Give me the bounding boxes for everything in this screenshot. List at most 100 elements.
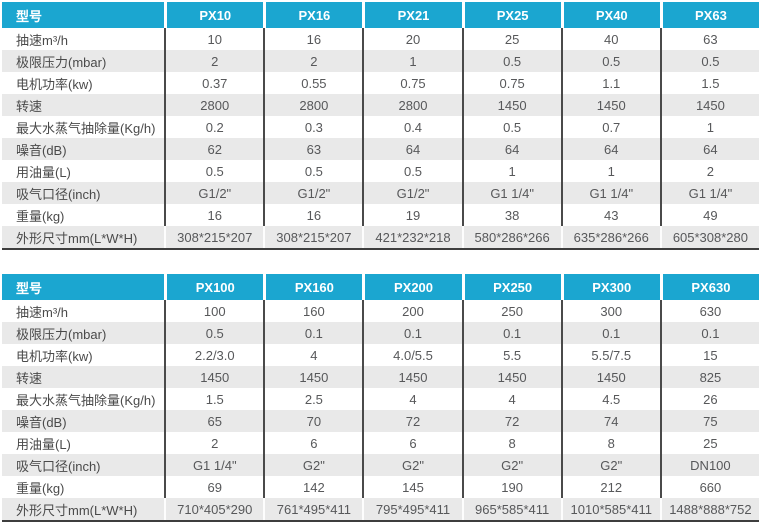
spec-value-cell: 142	[263, 476, 363, 498]
spec-label-cell: 最大水蒸气抽除量(Kg/h)	[2, 388, 165, 410]
spec-value-cell: 0.37	[164, 72, 264, 94]
spec-value-cell: 308*215*207	[164, 226, 264, 248]
model-header-cell: PX16	[263, 2, 363, 28]
table-row: 外形尺寸mm(L*W*H) 710*405*290 761*495*411 795*4…	[2, 498, 759, 520]
spec-label-cell: 重量(kg)	[2, 204, 165, 226]
spec-value-cell: G1/2"	[164, 182, 264, 204]
model-column-label: 型号	[2, 274, 165, 300]
spec-value-cell: 795*495*411	[362, 498, 462, 520]
spec-label-cell: 极限压力(mbar)	[2, 50, 165, 72]
spec-value-cell: 4.0/5.5	[362, 344, 462, 366]
spec-value-cell: 1	[659, 116, 759, 138]
spec-value-cell: 5.5	[461, 344, 561, 366]
spec-value-cell: 0.5	[560, 50, 660, 72]
table-row: 重量(kg) 16 16 19 38 43 49	[2, 204, 759, 226]
spec-value-cell: 75	[659, 410, 759, 432]
spec-value-cell: 8	[461, 432, 561, 454]
spec-value-cell: 1.5	[164, 388, 264, 410]
spec-value-cell: 4.5	[560, 388, 660, 410]
spec-value-cell: 1450	[659, 94, 759, 116]
table-row: 极限压力(mbar) 2 2 1 0.5 0.5 0.5	[2, 50, 759, 72]
spec-value-cell: DN100	[659, 454, 759, 476]
spec-value-cell: 0.1	[461, 322, 561, 344]
spec-value-cell: G2"	[461, 454, 561, 476]
spec-value-cell: 308*215*207	[263, 226, 363, 248]
spec-value-cell: G2"	[362, 454, 462, 476]
spec-value-cell: 0.5	[461, 50, 561, 72]
spec-value-cell: 16	[263, 204, 363, 226]
spec-value-cell: 69	[164, 476, 264, 498]
table-row: 吸气口径(inch) G1/2" G1/2" G1/2" G1 1/4" G1 1/4" G…	[2, 182, 759, 204]
spec-value-cell: 212	[560, 476, 660, 498]
spec-value-cell: 0.75	[362, 72, 462, 94]
spec-value-cell: 25	[461, 28, 561, 50]
table-row: 用油量(L) 0.5 0.5 0.5 1 1 2	[2, 160, 759, 182]
spec-label-cell: 极限压力(mbar)	[2, 322, 165, 344]
spec-value-cell: 2	[659, 160, 759, 182]
spec-label-cell: 用油量(L)	[2, 160, 165, 182]
spec-value-cell: 19	[362, 204, 462, 226]
spec-value-cell: G1 1/4"	[461, 182, 561, 204]
spec-value-cell: 72	[461, 410, 561, 432]
spec-value-cell: 2800	[263, 94, 363, 116]
spec-value-cell: 0.2	[164, 116, 264, 138]
spec-value-cell: 26	[659, 388, 759, 410]
spec-value-cell: 1.1	[560, 72, 660, 94]
spec-value-cell: 1450	[461, 94, 561, 116]
spec-value-cell: G1/2"	[362, 182, 462, 204]
table-row: 电机功率(kw) 0.37 0.55 0.75 0.75 1.1 1.5	[2, 72, 759, 94]
spec-value-cell: 2	[164, 50, 264, 72]
spec-value-cell: 630	[659, 300, 759, 322]
spec-label-cell: 吸气口径(inch)	[2, 182, 165, 204]
spec-value-cell: 6	[263, 432, 363, 454]
spec-value-cell: 1.5	[659, 72, 759, 94]
table-row: 转速 1450 1450 1450 1450 1450 825	[2, 366, 759, 388]
spec-value-cell: 160	[263, 300, 363, 322]
spec-value-cell: 0.1	[362, 322, 462, 344]
spec-value-cell: 74	[560, 410, 660, 432]
spec-value-cell: G1 1/4"	[560, 182, 660, 204]
model-column-label: 型号	[2, 2, 165, 28]
spec-value-cell: 1450	[164, 366, 264, 388]
spec-value-cell: 2800	[164, 94, 264, 116]
spec-value-cell: 63	[659, 28, 759, 50]
spec-value-cell: 20	[362, 28, 462, 50]
table-row: 极限压力(mbar) 0.5 0.1 0.1 0.1 0.1 0.1	[2, 322, 759, 344]
spec-value-cell: 0.3	[263, 116, 363, 138]
spec-value-cell: 62	[164, 138, 264, 160]
spec-value-cell: 0.75	[461, 72, 561, 94]
spec-value-cell: 1450	[560, 94, 660, 116]
spec-value-cell: 2	[164, 432, 264, 454]
spec-value-cell: 1010*585*411	[560, 498, 660, 520]
spec-label-cell: 吸气口径(inch)	[2, 454, 165, 476]
spec-value-cell: 635*286*266	[560, 226, 660, 248]
spec-label-cell: 噪音(dB)	[2, 410, 165, 432]
spec-value-cell: 16	[164, 204, 264, 226]
spec-value-cell: 300	[560, 300, 660, 322]
model-header-cell: PX160	[263, 274, 363, 300]
spec-label-cell: 转速	[2, 366, 165, 388]
table-row: 用油量(L) 2 6 6 8 8 25	[2, 432, 759, 454]
spec-value-cell: 1	[461, 160, 561, 182]
table-row: 抽速m³/h 10 16 20 25 40 63	[2, 28, 759, 50]
spec-value-cell: 65	[164, 410, 264, 432]
spec-value-cell: 0.5	[461, 116, 561, 138]
spec-label-cell: 转速	[2, 94, 165, 116]
spec-value-cell: 145	[362, 476, 462, 498]
spec-value-cell: 0.5	[362, 160, 462, 182]
table-row: 外形尺寸mm(L*W*H) 308*215*207 308*215*207 421*2…	[2, 226, 759, 248]
spec-value-cell: 605*308*280	[659, 226, 759, 248]
spec-value-cell: 0.1	[263, 322, 363, 344]
spec-value-cell: 0.7	[560, 116, 660, 138]
table-row: 重量(kg) 69 142 145 190 212 660	[2, 476, 759, 498]
spec-value-cell: 2800	[362, 94, 462, 116]
spec-value-cell: 0.1	[560, 322, 660, 344]
spec-value-cell: 4	[263, 344, 363, 366]
spec-label-cell: 外形尺寸mm(L*W*H)	[2, 498, 165, 520]
spec-label-cell: 最大水蒸气抽除量(Kg/h)	[2, 116, 165, 138]
spec-table-px100-px630: 型号 PX100 PX160 PX200 PX250 PX300 PX630 抽速m³/h 1…	[2, 274, 759, 522]
spec-label-cell: 抽速m³/h	[2, 300, 165, 322]
spec-label-cell: 电机功率(kw)	[2, 72, 165, 94]
spec-value-cell: G2"	[560, 454, 660, 476]
spec-value-cell: G2"	[263, 454, 363, 476]
